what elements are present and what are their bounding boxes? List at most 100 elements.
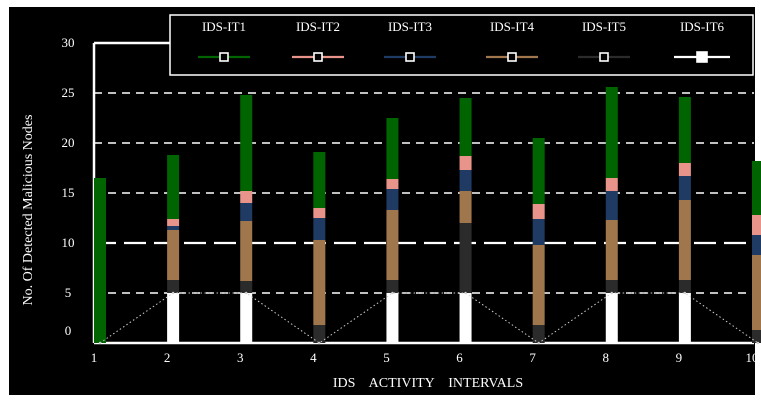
bar-ids-it4-4 (313, 240, 326, 325)
y-tick-label-15: 15 (62, 185, 75, 200)
bar-ids-it4-5 (386, 210, 399, 280)
x-tick-label-6: 6 (456, 350, 463, 365)
bar-ids-it2-8 (605, 178, 618, 191)
bar-ids-it2-10 (752, 215, 761, 235)
bar-ids-it5-10 (752, 330, 761, 343)
bar-ids-it3-6 (459, 170, 472, 191)
legend-label-ids-it3: IDS-IT3 (388, 19, 432, 34)
tick-labels: 0 5 10 15 20 25 30 1 2 3 4 5 6 7 8 9 10 (62, 35, 759, 365)
x-tick-label-2: 2 (164, 350, 171, 365)
legend-label-ids-it6: IDS-IT6 (680, 19, 725, 34)
bar-ids-it5-9 (678, 280, 691, 293)
legend-label-ids-it5: IDS-IT5 (582, 19, 626, 34)
bar-ids-it2-5 (386, 179, 399, 189)
x-tick-label-10: 10 (746, 350, 759, 365)
bar-ids-it4-6 (459, 191, 472, 223)
bar-ids-it2-4 (313, 208, 326, 218)
bar-ids-it6-3 (240, 293, 253, 343)
bar-ids-it1-5 (386, 118, 399, 179)
bar-ids-it5-7 (532, 325, 545, 343)
bar-ids-it4-10 (752, 255, 761, 330)
bar-ids-it1-10 (752, 161, 761, 215)
x-tick-label-7: 7 (529, 350, 536, 365)
bar-ids-it3-4 (313, 218, 326, 240)
bar-ids-it4-2 (167, 230, 180, 280)
bar-ids-it1-1 (94, 178, 106, 343)
bar-ids-it5-6 (459, 223, 472, 293)
bar-ids-it3-8 (605, 191, 618, 220)
trend-point-9 (683, 291, 687, 295)
trend-point-4 (318, 341, 321, 345)
trend-point-8 (610, 291, 613, 295)
trend-point-1 (98, 341, 102, 345)
bar-ids-it2-6 (459, 156, 472, 170)
bar-ids-it3-5 (386, 189, 399, 210)
bar-ids-it4-8 (605, 220, 618, 280)
bar-ids-it1-8 (605, 87, 618, 178)
bars (94, 87, 761, 343)
trend-point-3 (245, 291, 248, 295)
legend-label-ids-it4: IDS-IT4 (490, 19, 535, 34)
bar-ids-it5-2 (167, 280, 180, 293)
bar-ids-it6-6 (459, 293, 472, 343)
bar-ids-it1-4 (313, 152, 326, 208)
x-axis-label: IDS ACTIVITY INTERVALS (333, 376, 523, 391)
bar-ids-it3-10 (752, 235, 761, 255)
trend-point-10 (756, 341, 760, 345)
legend-marker-ids-it3 (405, 52, 415, 62)
bar-ids-it6-8 (605, 293, 618, 343)
x-tick-label-5: 5 (383, 350, 390, 365)
legend-marker-ids-it1 (219, 52, 229, 62)
bar-ids-it4-3 (240, 221, 253, 281)
y-tick-label-10: 10 (62, 235, 75, 250)
legend-marker-ids-it5 (599, 52, 609, 62)
bar-ids-it3-9 (678, 176, 691, 200)
bar-ids-it3-3 (240, 203, 253, 221)
bar-ids-it2-2 (167, 219, 180, 226)
bar-ids-it4-9 (678, 200, 691, 280)
bar-ids-it2-9 (678, 163, 691, 176)
bar-ids-it1-3 (240, 95, 253, 191)
legend-marker-ids-it4 (507, 52, 517, 62)
bar-ids-it6-2 (167, 293, 180, 343)
legend-label-ids-it2: IDS-IT2 (296, 19, 340, 34)
bar-ids-it3-2 (167, 226, 180, 230)
bar-ids-it5-8 (605, 280, 618, 293)
bar-ids-it1-2 (167, 155, 180, 219)
bar-ids-it6-5 (386, 293, 399, 343)
bar-ids-it1-6 (459, 98, 472, 156)
bar-ids-it5-5 (386, 280, 399, 293)
x-tick-label-9: 9 (676, 350, 683, 365)
y-tick-label-0: 0 (65, 323, 72, 338)
trend-point-2 (171, 291, 175, 295)
y-tick-label-30: 30 (62, 35, 75, 50)
legend-marker-ids-it6 (696, 51, 708, 63)
trend-point-5 (391, 291, 394, 295)
x-tick-label-8: 8 (603, 350, 610, 365)
bar-ids-it2-7 (532, 204, 545, 219)
trend-point-6 (464, 291, 467, 295)
bar-ids-it1-9 (678, 97, 691, 163)
legend-label-ids-it1: IDS-IT1 (202, 19, 246, 34)
bar-ids-it1-7 (532, 138, 545, 204)
y-tick-label-25: 25 (62, 85, 75, 100)
x-tick-label-4: 4 (310, 350, 317, 365)
bar-ids-it5-4 (313, 325, 326, 343)
y-axis-label: No. Of Detected Malicious Nodes (21, 115, 36, 306)
trend-point-7 (537, 341, 540, 345)
bar-ids-it2-3 (240, 191, 253, 203)
trend-line (98, 291, 760, 345)
bar-ids-it4-7 (532, 245, 545, 325)
bar-ids-it5-3 (240, 281, 253, 293)
bar-ids-it6-9 (678, 293, 691, 343)
legend: IDS-IT1 IDS-IT2 IDS-IT3 IDS-IT4 IDS-IT5 IDS-I… (169, 14, 754, 76)
x-tick-label-3: 3 (237, 350, 244, 365)
legend-marker-ids-it2 (313, 52, 323, 62)
trend-polyline (99, 292, 759, 344)
legend-box (169, 14, 754, 76)
y-tick-label-5: 5 (65, 285, 72, 300)
bar-ids-it3-7 (532, 219, 545, 245)
x-tick-label-1: 1 (91, 350, 98, 365)
